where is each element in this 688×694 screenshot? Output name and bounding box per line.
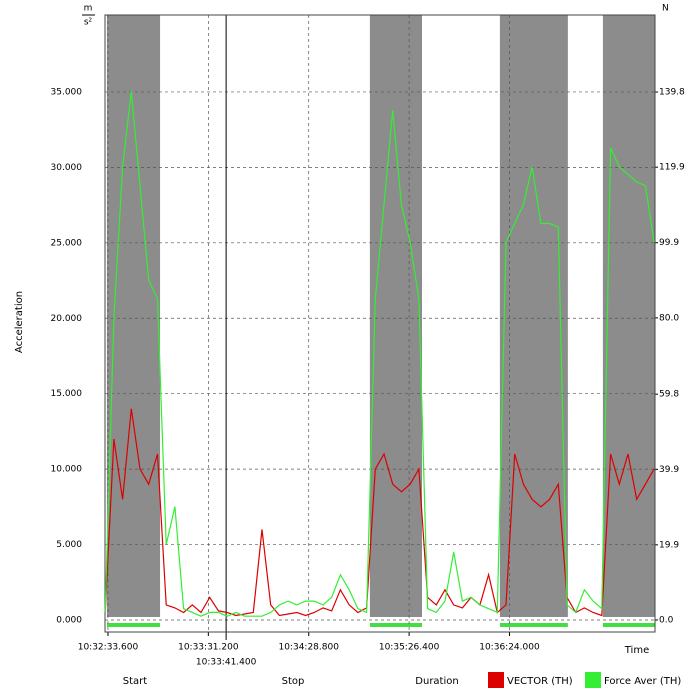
y-axis-label: Acceleration (14, 291, 25, 353)
interval-bar (499, 623, 568, 627)
y2-tick-label: 0.0 (659, 616, 674, 626)
x-tick-label: 10:35:26.400 (379, 643, 440, 653)
series-line (104, 91, 655, 617)
y2-tick-label: 139.8 (659, 88, 685, 98)
y-tick-label: 15.000 (51, 389, 83, 399)
y-unit-denominator: s² (84, 18, 93, 28)
y2-tick-label: 39.9 (659, 465, 679, 475)
y-tick-label: 35.000 (51, 87, 83, 97)
x-axis-label: Time (624, 645, 649, 656)
interval-shade (106, 15, 161, 617)
y-tick-label: 30.000 (51, 163, 83, 173)
x-tick-label: 10:34:28.800 (278, 643, 339, 653)
plot-frame (104, 14, 656, 633)
interval-bar (369, 623, 422, 627)
x-tick-label: 10:33:31.200 (178, 643, 239, 653)
interval-shade (602, 15, 655, 617)
y-tick-label: 10.000 (51, 465, 83, 475)
x-tick-label: 10:36:24.000 (479, 643, 540, 653)
y2-tick-label: 99.9 (659, 238, 679, 248)
y2-unit: N (662, 4, 669, 14)
y-tick-label: 25.000 (51, 238, 83, 248)
legend-swatch (585, 672, 601, 688)
legend-label: Force Aver (TH) (604, 676, 681, 687)
footer-label: Stop (282, 676, 305, 687)
cursor-label: 10:33:41.400 (196, 658, 257, 668)
legend-swatch (488, 672, 504, 688)
interval-bar (106, 623, 161, 627)
y2-tick-label: 19.9 (659, 540, 679, 550)
y-tick-label: 5.000 (56, 540, 82, 550)
legend-label: VECTOR (TH) (507, 676, 573, 687)
x-tick-label: 10:32:33.600 (78, 643, 139, 653)
series-line (104, 408, 655, 617)
y-tick-label: 0.000 (56, 616, 82, 626)
y-unit-numerator: m (84, 4, 93, 14)
footer-label: Duration (415, 676, 458, 687)
y-tick-label: 20.000 (51, 314, 83, 324)
interval-shade (369, 15, 422, 617)
y2-tick-label: 80.0 (659, 313, 679, 323)
footer-label: Start (123, 676, 148, 687)
interval-bar (602, 623, 655, 627)
y2-tick-label: 119.9 (659, 163, 685, 173)
y2-tick-label: 59.8 (659, 390, 679, 400)
